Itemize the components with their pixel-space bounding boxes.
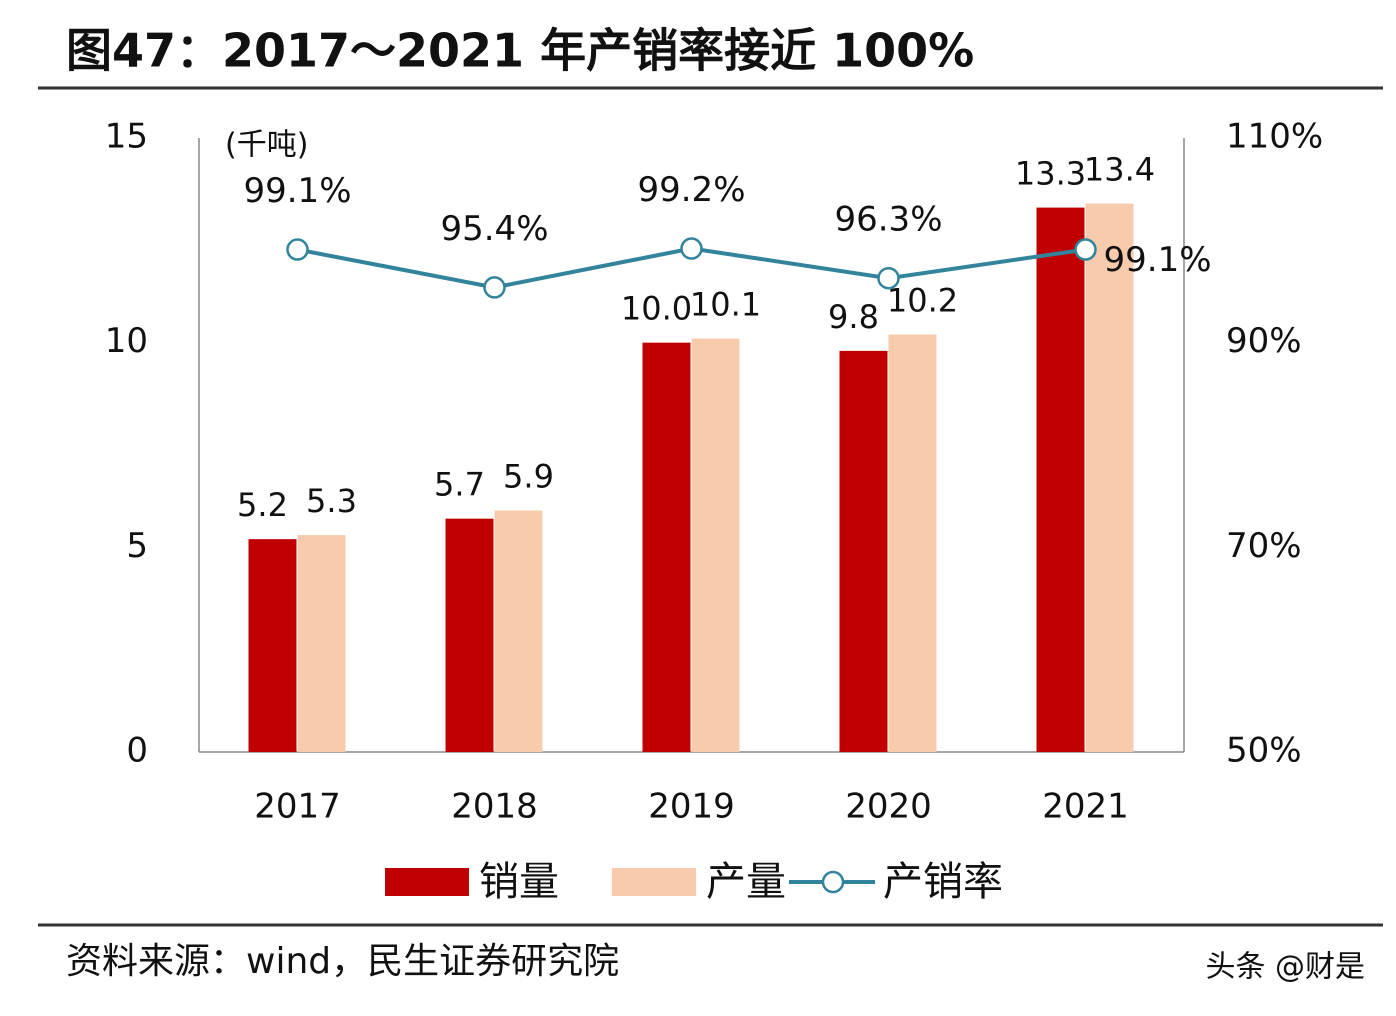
bar bbox=[839, 350, 888, 752]
legend-swatch bbox=[821, 870, 845, 894]
data-label: 10.1 bbox=[690, 286, 761, 324]
legend-label: 产销率 bbox=[883, 859, 1003, 905]
bar bbox=[691, 338, 740, 752]
data-label: 13.3 bbox=[1015, 155, 1086, 193]
data-label: 5.3 bbox=[306, 482, 357, 520]
y-tick-label: 0 bbox=[126, 731, 148, 771]
data-label: 10.0 bbox=[621, 290, 692, 328]
y2-tick-label: 90% bbox=[1226, 321, 1302, 361]
unit-label: (千吨) bbox=[225, 128, 308, 163]
data-label: 95.4% bbox=[440, 209, 548, 249]
x-tick-label: 2020 bbox=[845, 787, 932, 827]
x-tick-label: 2021 bbox=[1042, 787, 1129, 827]
bar bbox=[642, 342, 691, 752]
bar bbox=[297, 535, 346, 752]
y2-tick-label: 70% bbox=[1226, 526, 1302, 566]
data-label: 10.2 bbox=[887, 281, 958, 319]
bar bbox=[494, 510, 543, 752]
watermark: 头条 @财是 bbox=[1205, 950, 1365, 985]
data-label: 13.4 bbox=[1084, 150, 1155, 188]
x-tick-label: 2019 bbox=[648, 787, 735, 827]
line-marker bbox=[877, 266, 900, 290]
chart-title: 图47：2017～2021 年产销率接近 100% bbox=[66, 24, 974, 78]
bar bbox=[888, 334, 937, 752]
legend-label: 产量 bbox=[706, 859, 786, 905]
data-label: 99.1% bbox=[243, 171, 351, 211]
legend-swatch bbox=[385, 868, 469, 896]
legend-label: 销量 bbox=[479, 859, 559, 905]
x-tick-label: 2018 bbox=[451, 787, 538, 827]
legend-swatch bbox=[612, 868, 696, 896]
data-label: 5.2 bbox=[237, 486, 288, 524]
source: 资料来源：wind，民生证券研究院 bbox=[66, 941, 619, 982]
data-label: 9.8 bbox=[828, 298, 879, 336]
y-tick-label: 5 bbox=[126, 526, 148, 566]
bar bbox=[1085, 203, 1134, 752]
data-label: 99.1% bbox=[1104, 240, 1212, 280]
y2-tick-label: 50% bbox=[1226, 731, 1302, 771]
y-tick-label: 15 bbox=[105, 117, 148, 157]
y-tick-label: 10 bbox=[105, 321, 148, 361]
data-label: 99.2% bbox=[637, 170, 745, 210]
data-label: 96.3% bbox=[834, 200, 942, 240]
bar bbox=[445, 518, 494, 752]
line-marker bbox=[286, 238, 309, 261]
x-tick-label: 2017 bbox=[254, 787, 341, 827]
y2-tick-label: 110% bbox=[1226, 117, 1323, 157]
data-label: 5.9 bbox=[503, 457, 554, 495]
line-marker bbox=[680, 237, 703, 260]
bar bbox=[248, 539, 297, 752]
data-label: 5.7 bbox=[434, 466, 485, 504]
bar bbox=[1036, 207, 1085, 752]
line-marker bbox=[1074, 238, 1097, 261]
line-marker bbox=[483, 276, 506, 299]
